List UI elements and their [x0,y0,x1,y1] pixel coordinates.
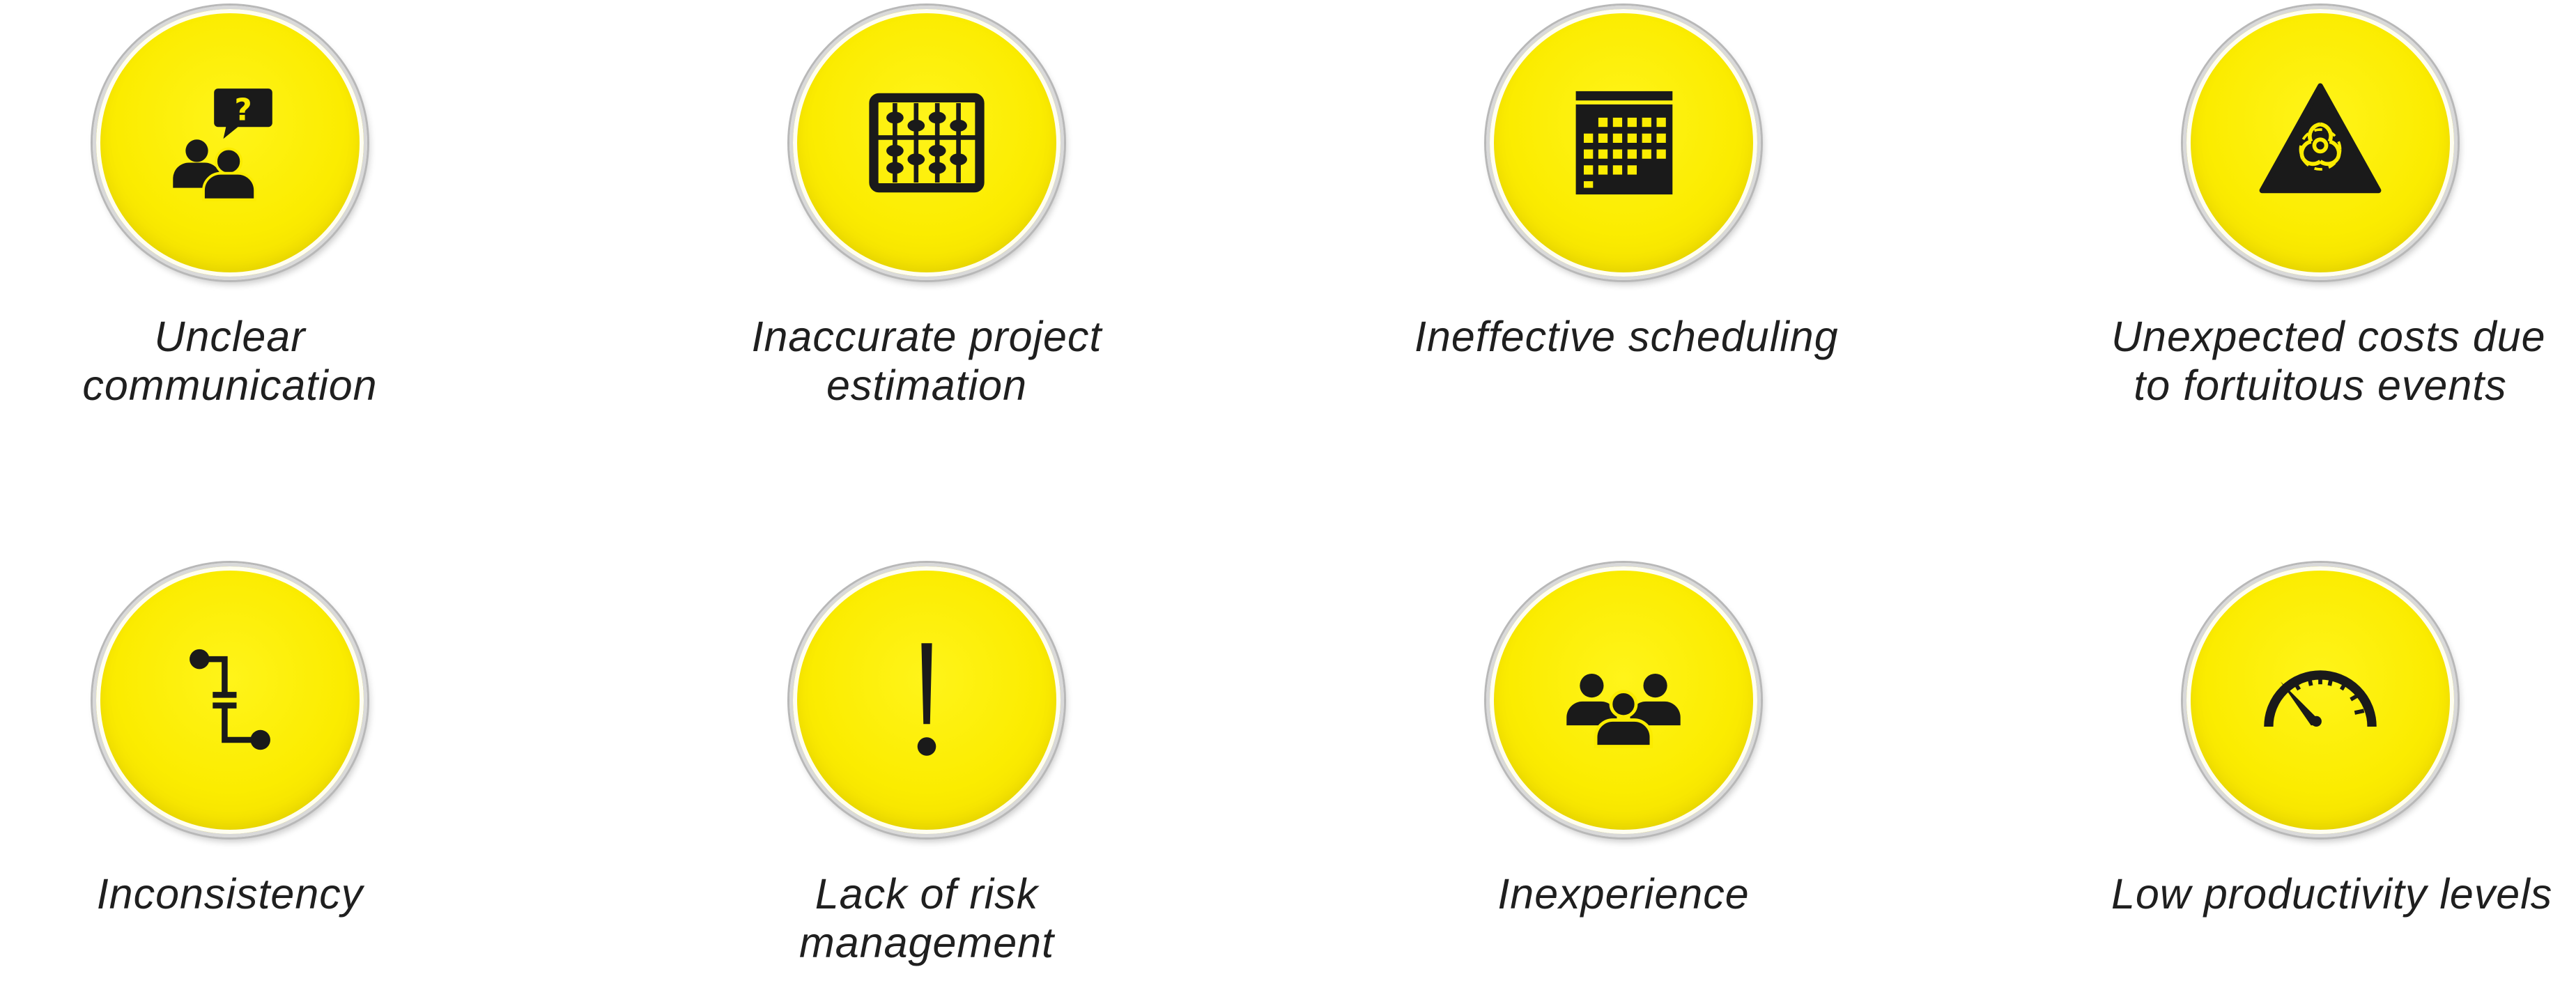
issue-disc [1486,6,1761,280]
issue-disc [93,563,367,837]
calendar-icon [1557,77,1690,209]
issue-disc [789,6,1064,280]
issue-caption: Unclear communication [82,313,378,409]
issue-caption: Inexperience [1497,870,1750,918]
issue-caption: Low productivity levels [2111,870,2553,918]
svg-text:?: ? [234,93,252,128]
issue-ineffective-scheduling: Ineffective scheduling [1414,6,1839,361]
flow-connector-icon [164,634,296,766]
issue-caption: Inaccurate project estimation [751,313,1102,409]
issue-disc [2183,6,2458,280]
biohazard-warning-icon [2254,77,2386,209]
issue-disc [1486,563,1761,837]
issue-unclear-communication: ? Unclear communication [21,6,439,410]
issue-caption: Ineffective scheduling [1414,313,1839,360]
issue-low-productivity: Low productivity levels [2111,563,2553,918]
issue-inexperience: Inexperience [1414,563,1833,918]
issue-disc [789,563,1064,837]
issue-caption: Inconsistency [96,870,364,918]
issue-inaccurate-estimation: Inaccurate project estimation [718,6,1136,410]
abacus-icon [861,77,993,209]
people-question-icon: ? [164,77,296,209]
issue-lack-of-risk-management: Lack of risk management [718,563,1136,967]
exclamation-icon [861,634,993,766]
issue-disc: ? [93,6,367,280]
group-icon [1557,634,1690,766]
issue-caption: Lack of risk management [799,870,1055,966]
issue-unexpected-costs: Unexpected costs due to fortuitous event… [2111,6,2546,410]
speedometer-icon [2254,634,2386,766]
issue-disc [2183,563,2458,837]
issue-inconsistency: Inconsistency [21,563,439,918]
issue-caption: Unexpected costs due to fortuitous event… [2111,313,2546,409]
